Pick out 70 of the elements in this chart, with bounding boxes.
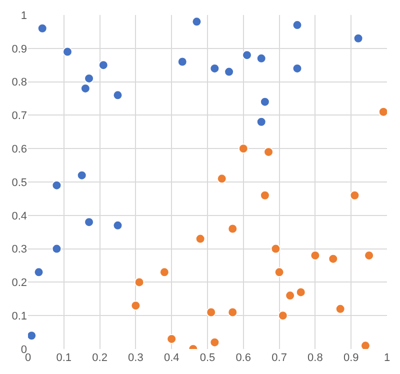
point — [278, 310, 288, 321]
point — [274, 267, 284, 278]
point — [62, 46, 72, 57]
point — [192, 16, 202, 27]
point — [210, 337, 220, 348]
point — [378, 106, 387, 117]
point — [76, 170, 87, 180]
point — [270, 244, 281, 254]
point — [130, 300, 141, 311]
point — [285, 290, 296, 301]
point — [328, 254, 338, 264]
y-tick-label: 0.1 — [12, 310, 27, 322]
point — [260, 96, 270, 107]
point — [353, 33, 364, 44]
point — [260, 190, 270, 200]
point — [37, 23, 48, 34]
point — [84, 73, 94, 84]
point — [256, 116, 266, 127]
point — [195, 234, 206, 244]
x-tick-label: 0.5 — [200, 352, 216, 364]
x-tick-label: 0.9 — [343, 352, 359, 364]
point — [360, 340, 370, 349]
point — [34, 267, 44, 278]
point — [256, 53, 266, 64]
point — [52, 180, 62, 190]
point — [228, 307, 238, 318]
x-tick-label: 0.8 — [308, 352, 323, 364]
y-tick-label: 0.2 — [12, 277, 27, 290]
x-tick-label: 0.2 — [92, 352, 108, 364]
x-tick-label: 0.4 — [164, 352, 180, 364]
point — [52, 244, 62, 254]
point — [292, 20, 302, 30]
point — [238, 144, 248, 154]
point — [264, 146, 274, 157]
point — [296, 287, 306, 298]
x-tick-label: 0.1 — [56, 352, 72, 364]
point — [242, 50, 252, 60]
point — [112, 90, 123, 100]
y-tick-label: 1 — [20, 10, 27, 22]
point — [216, 174, 227, 184]
point — [206, 307, 216, 318]
point — [335, 304, 346, 314]
point — [224, 66, 234, 77]
y-tick-label: 0.5 — [12, 176, 27, 189]
y-tick-label: 0 — [20, 344, 27, 356]
point — [98, 60, 108, 70]
x-tick-label: 1 — [384, 352, 390, 364]
point — [210, 63, 220, 74]
point — [310, 250, 320, 260]
point — [159, 267, 170, 278]
y-tick-label: 0.4 — [12, 210, 27, 222]
y-tick-label: 0.8 — [12, 76, 27, 89]
point — [364, 250, 374, 260]
x-tick-label: 0.3 — [128, 352, 144, 364]
y-tick-label: 0.7 — [12, 110, 27, 122]
point — [177, 56, 188, 67]
point — [166, 334, 177, 344]
x-tick-label: 0.6 — [236, 352, 252, 364]
point — [134, 277, 144, 288]
point — [84, 217, 94, 228]
x-tick-label: 0.7 — [272, 352, 287, 364]
y-tick-label: 0.6 — [12, 143, 27, 156]
point — [228, 224, 238, 234]
point — [292, 63, 302, 74]
y-tick-label: 0.9 — [12, 43, 27, 56]
point — [28, 330, 37, 341]
point — [80, 83, 90, 94]
point — [112, 220, 123, 230]
point — [350, 190, 360, 200]
y-tick-label: 0.3 — [12, 244, 27, 256]
